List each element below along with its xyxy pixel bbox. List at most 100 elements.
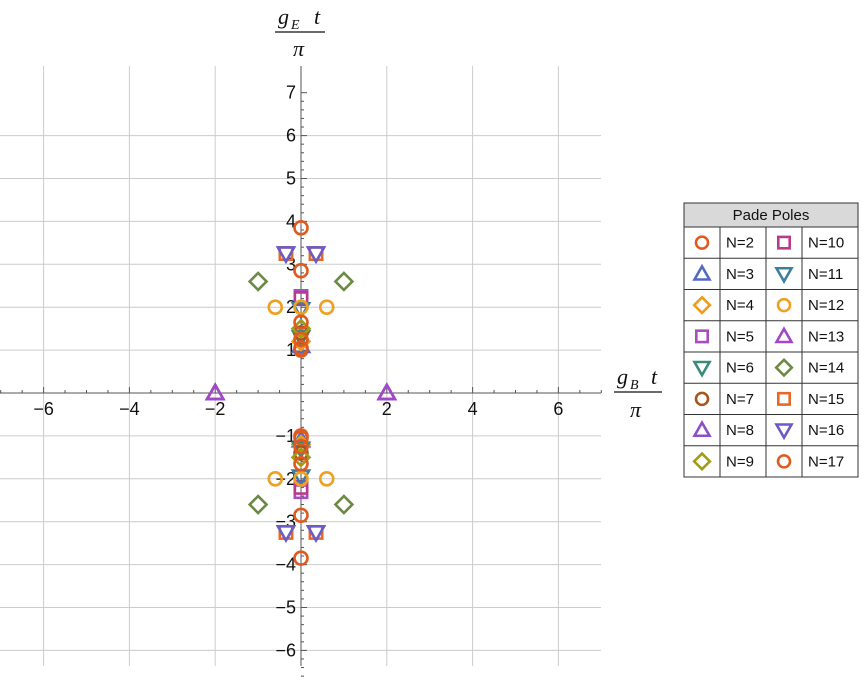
legend-marker-n-10 (776, 235, 791, 250)
x-tick-label: −4 (119, 399, 140, 419)
marker-n-16 (305, 246, 327, 265)
marker-n-17 (293, 550, 309, 566)
legend-frame (683, 202, 859, 478)
legend-entries: N=2 N=3 N=4 N=5 N=6 N=7 N=8 N=9 N=10 N=11 N=12 N=13… (692, 235, 844, 472)
y-label-main: g (278, 4, 289, 29)
marker-n-10 (293, 479, 309, 495)
y-tick-label: 5 (286, 169, 296, 189)
legend-label-n-3: N=3 (726, 266, 754, 283)
x-tick-label: −6 (33, 399, 54, 419)
marker-n-7 (293, 445, 309, 461)
marker-n-12 (293, 470, 309, 487)
marker-n-13 (376, 382, 398, 401)
y-tick-label: −6 (275, 640, 296, 660)
legend-grid-lines (684, 227, 858, 477)
marker-n-14 (247, 494, 269, 515)
x-tick-label: 2 (382, 399, 392, 419)
legend-marker-n-2 (694, 235, 710, 250)
y-tick-label: 7 (286, 83, 296, 103)
marker-n-17 (293, 220, 309, 236)
legend-label-n-14: N=14 (808, 360, 844, 377)
x-label-sub: B (630, 378, 639, 393)
marker-n-14 (247, 271, 269, 292)
marker-n-11 (290, 301, 312, 321)
y-label-sub: E (290, 18, 300, 33)
marker-n-12 (318, 470, 335, 487)
legend-label-n-13: N=13 (808, 328, 844, 345)
legend-marker-n-13 (774, 326, 794, 344)
marker-n-17 (293, 262, 309, 279)
legend-marker-n-12 (776, 297, 792, 313)
legend-label-n-6: N=6 (726, 360, 754, 377)
legend-marker-n-8 (692, 420, 712, 438)
y-axis-label: g E t π (275, 4, 325, 61)
marker-n-16 (275, 525, 297, 544)
legend-label-n-4: N=4 (726, 297, 754, 314)
legend-marker-n-16 (774, 423, 794, 441)
data-markers (204, 220, 398, 566)
legend-marker-n-4 (692, 295, 712, 315)
marker-n-12 (267, 299, 284, 316)
y-tick-label: 2 (286, 297, 296, 317)
legend-label-n-9: N=9 (726, 453, 754, 470)
y-tick-label: −5 (275, 598, 296, 618)
legend-label-n-12: N=12 (808, 297, 844, 314)
y-tick-label: 1 (286, 340, 296, 360)
legend-title: Pade Poles (733, 207, 810, 224)
legend-label-n-15: N=15 (808, 391, 844, 408)
y-tick-label: −1 (275, 426, 296, 446)
legend-header (683, 202, 859, 228)
marker-n-14 (333, 494, 355, 515)
marker-n-16 (305, 525, 327, 544)
x-label-main: g (617, 364, 628, 389)
marker-n-12 (318, 299, 335, 316)
legend-marker-n-7 (694, 391, 710, 407)
y-label-denominator: π (293, 36, 305, 61)
marker-n-17 (293, 331, 309, 348)
x-label-tail: t (651, 364, 658, 389)
x-tick-label: 4 (468, 399, 478, 419)
marker-n-14 (333, 271, 355, 292)
y-tick-label: −4 (275, 555, 296, 575)
x-tick-label: 6 (553, 399, 563, 419)
legend-marker-n-15 (776, 391, 791, 406)
legend-label-n-7: N=7 (726, 391, 754, 408)
legend-marker-n-3 (692, 263, 712, 281)
marker-n-17 (293, 507, 309, 524)
y-tick-label: 4 (286, 211, 296, 231)
marker-n-16 (275, 246, 297, 265)
legend-label-n-17: N=17 (808, 453, 844, 470)
legend-marker-n-9 (692, 451, 712, 472)
axes (0, 66, 601, 666)
y-tick-label: 6 (286, 126, 296, 146)
marker-n-17 (293, 314, 309, 331)
legend-marker-n-14 (774, 357, 794, 378)
x-tick-label: −2 (205, 399, 226, 419)
marker-n-17 (293, 455, 309, 472)
legend-marker-n-17 (776, 454, 792, 469)
y-label-tail: t (314, 4, 321, 29)
legend-label-n-16: N=16 (808, 422, 844, 439)
x-axis-label: g B t π (614, 364, 662, 422)
marker-n-12 (267, 470, 284, 487)
x-label-denominator: π (630, 397, 642, 422)
legend-label-n-8: N=8 (726, 422, 754, 439)
legend: Pade Poles N=2N=3N=4N=5N=6N=7N=8N=9N=10N… (683, 202, 859, 478)
y-tick-label: 3 (286, 254, 296, 274)
legend-label-n-10: N=10 (808, 235, 844, 252)
marker-n-13 (204, 382, 226, 401)
marker-n-17 (293, 430, 309, 446)
marker-n-9 (290, 447, 312, 468)
marker-n-7 (293, 325, 309, 341)
marker-n-17 (293, 340, 309, 356)
marker-n-10 (293, 291, 309, 307)
legend-label-n-5: N=5 (726, 328, 754, 345)
legend-marker-n-11 (774, 266, 794, 284)
legend-marker-n-6 (692, 360, 712, 378)
marker-n-17 (293, 438, 309, 455)
legend-label-n-2: N=2 (726, 235, 754, 252)
legend-label-n-11: N=11 (808, 266, 843, 283)
marker-n-12 (293, 299, 309, 316)
legend-marker-n-5 (694, 329, 709, 344)
